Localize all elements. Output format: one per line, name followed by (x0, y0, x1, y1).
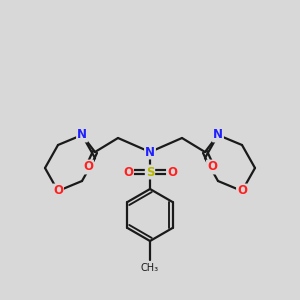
Text: O: O (53, 184, 63, 197)
Text: N: N (77, 128, 87, 142)
Text: O: O (83, 160, 93, 173)
Text: O: O (123, 166, 133, 178)
Text: S: S (146, 166, 154, 178)
Text: CH₃: CH₃ (141, 263, 159, 273)
Text: O: O (167, 166, 177, 178)
Text: N: N (145, 146, 155, 158)
Text: N: N (213, 128, 223, 142)
Text: O: O (237, 184, 247, 197)
Text: O: O (207, 160, 217, 173)
